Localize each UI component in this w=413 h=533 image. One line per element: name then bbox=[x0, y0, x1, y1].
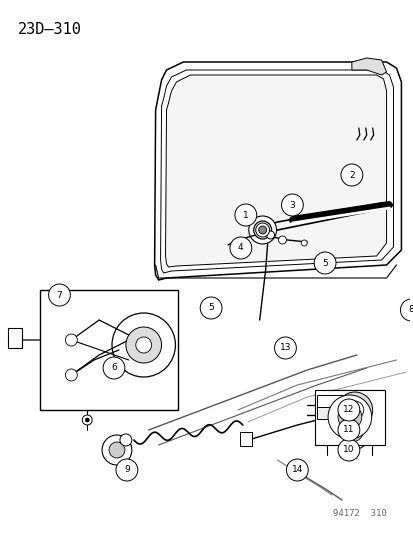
Bar bbox=[316, 395, 346, 407]
Circle shape bbox=[85, 418, 89, 422]
Text: 9: 9 bbox=[124, 465, 129, 474]
Circle shape bbox=[278, 236, 286, 244]
Polygon shape bbox=[154, 62, 401, 280]
Circle shape bbox=[82, 415, 92, 425]
Text: 7: 7 bbox=[57, 290, 62, 300]
Text: 12: 12 bbox=[342, 406, 354, 415]
Polygon shape bbox=[165, 75, 386, 267]
Text: 1: 1 bbox=[242, 211, 248, 220]
Circle shape bbox=[248, 216, 276, 244]
Bar bbox=[314, 390, 384, 445]
Circle shape bbox=[340, 164, 362, 186]
Circle shape bbox=[286, 459, 308, 481]
Circle shape bbox=[120, 434, 131, 446]
Circle shape bbox=[301, 240, 306, 246]
Circle shape bbox=[253, 221, 271, 239]
Circle shape bbox=[337, 439, 359, 461]
Circle shape bbox=[399, 299, 413, 321]
Circle shape bbox=[327, 395, 371, 439]
Circle shape bbox=[234, 204, 256, 226]
Text: 3: 3 bbox=[289, 200, 294, 209]
Circle shape bbox=[116, 459, 138, 481]
Circle shape bbox=[112, 313, 175, 377]
Text: 4: 4 bbox=[237, 244, 243, 253]
Circle shape bbox=[102, 435, 131, 465]
Text: 8: 8 bbox=[408, 305, 413, 314]
Text: 13: 13 bbox=[279, 343, 290, 352]
Bar bbox=[239, 432, 251, 446]
Circle shape bbox=[48, 284, 70, 306]
Bar bbox=[40, 290, 178, 410]
Bar bbox=[8, 328, 22, 348]
Text: 6: 6 bbox=[111, 364, 116, 373]
Circle shape bbox=[337, 405, 361, 429]
Circle shape bbox=[126, 327, 161, 363]
Circle shape bbox=[336, 392, 372, 428]
Circle shape bbox=[65, 334, 77, 346]
Circle shape bbox=[337, 399, 359, 421]
Circle shape bbox=[337, 419, 359, 441]
Text: 94172  310: 94172 310 bbox=[332, 509, 386, 518]
Circle shape bbox=[109, 442, 125, 458]
Circle shape bbox=[258, 226, 266, 234]
Text: 14: 14 bbox=[291, 465, 302, 474]
Text: 2: 2 bbox=[348, 171, 354, 180]
Circle shape bbox=[135, 337, 151, 353]
Text: 11: 11 bbox=[342, 425, 354, 434]
Text: 5: 5 bbox=[208, 303, 214, 312]
Circle shape bbox=[274, 337, 296, 359]
Bar bbox=[326, 390, 381, 430]
Circle shape bbox=[331, 410, 371, 450]
Circle shape bbox=[65, 369, 77, 381]
Text: 23D–310: 23D–310 bbox=[18, 22, 81, 37]
Circle shape bbox=[345, 401, 363, 419]
Circle shape bbox=[313, 252, 335, 274]
Circle shape bbox=[266, 231, 274, 239]
Text: 10: 10 bbox=[342, 446, 354, 455]
Text: 5: 5 bbox=[321, 259, 327, 268]
Polygon shape bbox=[351, 58, 386, 75]
Circle shape bbox=[339, 418, 363, 442]
Circle shape bbox=[255, 223, 269, 237]
Circle shape bbox=[281, 194, 303, 216]
Circle shape bbox=[200, 297, 221, 319]
Bar bbox=[316, 407, 346, 419]
Circle shape bbox=[229, 237, 251, 259]
Circle shape bbox=[103, 357, 125, 379]
